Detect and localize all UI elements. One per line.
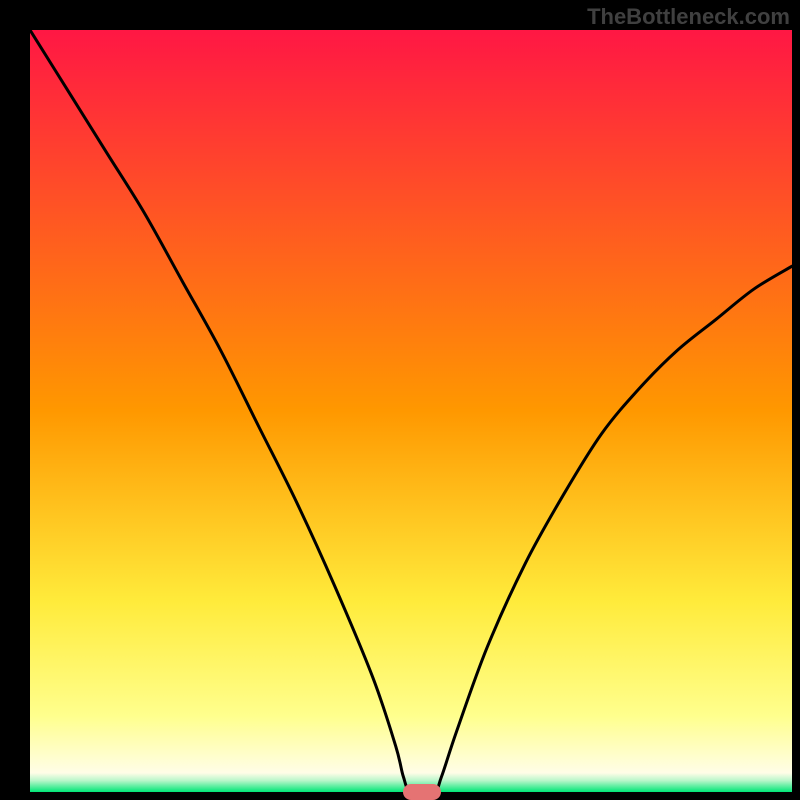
chart-container: TheBottleneck.com xyxy=(0,0,800,800)
plot-area xyxy=(30,30,792,792)
watermark-text: TheBottleneck.com xyxy=(587,4,790,30)
minimum-marker xyxy=(403,784,441,800)
bottleneck-curve xyxy=(30,30,792,792)
